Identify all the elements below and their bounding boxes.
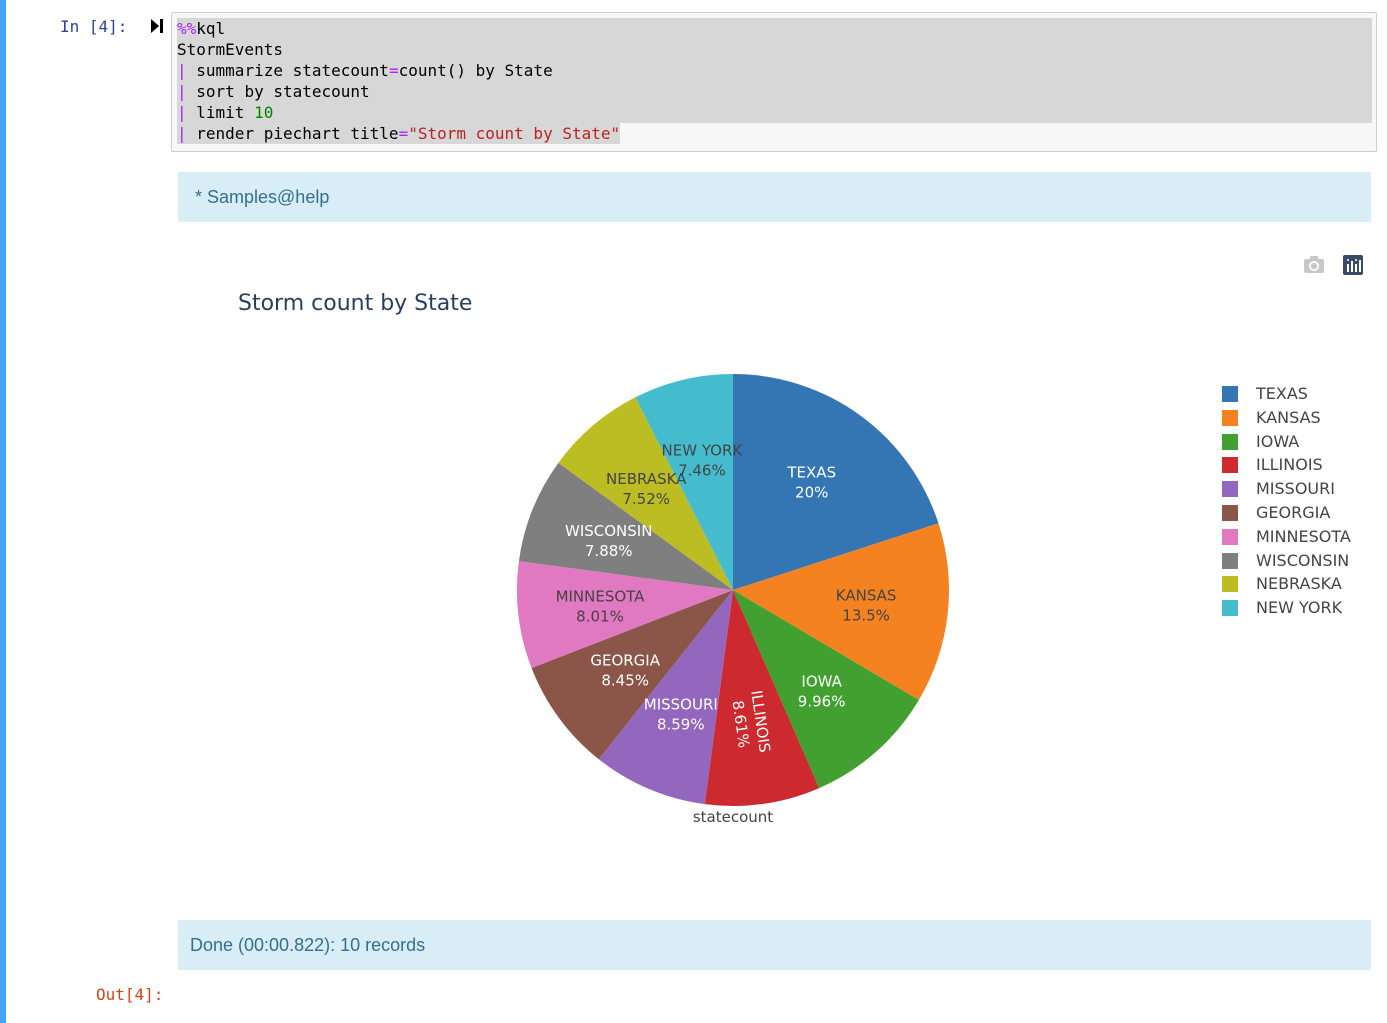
pie-slice-nebraska[interactable] bbox=[558, 397, 733, 590]
legend-swatch bbox=[1222, 552, 1238, 569]
legend-swatch bbox=[1222, 386, 1238, 402]
code-line[interactable]: | summarize statecount=count() by State bbox=[177, 60, 1372, 81]
code-editor[interactable]: %%kql StormEvents | summarize statecount=c… bbox=[177, 18, 1372, 144]
samples-help-banner[interactable]: * Samples@help bbox=[178, 172, 1371, 222]
pie-slice-percent: 8.59% bbox=[657, 715, 705, 733]
pie-slice-name: MISSOURI bbox=[644, 695, 718, 713]
pie-slice-percent: 7.46% bbox=[678, 462, 726, 480]
pie-slice-label: GEORGIA 8.45% bbox=[590, 651, 660, 689]
legend-swatch bbox=[1222, 576, 1238, 593]
legend-label: MINNESOTA bbox=[1256, 526, 1351, 546]
pie-slice-label: NEW YORK 7.46% bbox=[662, 442, 744, 480]
plotly-logo-icon[interactable] bbox=[1343, 255, 1363, 275]
pie-slice-name: ILLINOIS bbox=[747, 689, 774, 753]
pie-slice-iowa[interactable] bbox=[733, 590, 919, 789]
legend-label: NEW YORK bbox=[1256, 598, 1343, 618]
pie-slice-name: TEXAS bbox=[786, 464, 836, 482]
legend-label: TEXAS bbox=[1256, 384, 1308, 403]
pie-slice-minnesota[interactable] bbox=[517, 561, 733, 668]
code-line[interactable]: StormEvents bbox=[177, 39, 1372, 60]
legend-swatch bbox=[1222, 433, 1238, 450]
code-line[interactable]: | render piechart title="Storm count by … bbox=[177, 123, 621, 144]
pie-slice-name: NEW YORK bbox=[662, 442, 744, 460]
pie-slice-illinois[interactable] bbox=[704, 590, 820, 806]
pie-slice-percent: 9.96% bbox=[798, 692, 846, 710]
pie-slice-percent: 8.01% bbox=[576, 608, 624, 626]
pie-slice-label: MISSOURI 8.59% bbox=[644, 695, 718, 733]
pie-slice-label: WISCONSIN 7.88% bbox=[565, 522, 652, 560]
pie-slice-percent: 8.45% bbox=[601, 671, 649, 689]
pie-slice-label: IOWA 9.96% bbox=[798, 672, 846, 710]
chart-title: Storm count by State bbox=[238, 291, 473, 316]
pie-slice-label: NEBRASKA 7.52% bbox=[606, 470, 687, 508]
output-prompt: Out[4]: bbox=[96, 985, 164, 1004]
pie-slice-wisconsin[interactable] bbox=[518, 462, 733, 590]
code-line[interactable]: | limit 10 bbox=[177, 102, 1372, 123]
pie-slice-name: IOWA bbox=[801, 672, 842, 690]
code-input-area[interactable]: %%kql StormEvents | summarize statecount=c… bbox=[171, 12, 1377, 152]
pie-slice-kansas[interactable] bbox=[733, 523, 949, 701]
pie-slice-label: KANSAS 13.5% bbox=[836, 587, 897, 625]
pie-slice-name: NEBRASKA bbox=[606, 470, 687, 488]
pie-slice-label: TEXAS 20% bbox=[786, 464, 836, 502]
pie-slice-name: KANSAS bbox=[836, 587, 897, 605]
code-line[interactable]: %%kql bbox=[177, 18, 1372, 39]
pie-slice-label: MINNESOTA 8.01% bbox=[556, 588, 646, 626]
pie-slice-georgia[interactable] bbox=[531, 590, 733, 760]
legend-label: GEORGIA bbox=[1256, 502, 1331, 522]
camera-icon[interactable] bbox=[1303, 255, 1325, 275]
pie-slice-name: MINNESOTA bbox=[556, 588, 646, 606]
legend-label: IOWA bbox=[1256, 431, 1300, 451]
cell-selected-border bbox=[0, 0, 6, 1023]
legend-swatch bbox=[1222, 457, 1238, 474]
run-cell-icon[interactable] bbox=[150, 18, 164, 34]
pie-slice-name: GEORGIA bbox=[590, 651, 660, 669]
pie-slice-texas[interactable] bbox=[733, 374, 939, 590]
pie-slice-percent: 20% bbox=[795, 484, 828, 502]
pie-slice-percent: 8.61% bbox=[729, 699, 753, 749]
pie-slice-percent: 7.52% bbox=[622, 490, 670, 508]
legend-swatch bbox=[1222, 600, 1238, 617]
legend-swatch bbox=[1222, 504, 1238, 521]
legend-label: MISSOURI bbox=[1256, 479, 1335, 499]
pie-axis-label: statecount bbox=[693, 808, 773, 826]
input-prompt: In [4]: bbox=[60, 17, 128, 36]
code-line[interactable]: | sort by statecount bbox=[177, 81, 1372, 102]
status-done-banner: Done (00:00.822): 10 records bbox=[178, 920, 1371, 970]
pie-slice-new-york[interactable] bbox=[635, 374, 733, 590]
pie-slice-name: WISCONSIN bbox=[565, 522, 652, 540]
legend-label: KANSAS bbox=[1256, 407, 1321, 427]
legend-label: ILLINOIS bbox=[1256, 455, 1323, 475]
legend-swatch bbox=[1222, 409, 1238, 426]
pie-slice-percent: 13.5% bbox=[842, 607, 890, 625]
pie-slice-percent: 7.88% bbox=[585, 542, 633, 560]
legend-swatch bbox=[1222, 481, 1238, 498]
pie-slice-missouri[interactable] bbox=[598, 590, 733, 805]
legend-label: WISCONSIN bbox=[1256, 550, 1350, 570]
legend-swatch bbox=[1222, 528, 1238, 545]
legend-label: NEBRASKA bbox=[1256, 574, 1342, 594]
